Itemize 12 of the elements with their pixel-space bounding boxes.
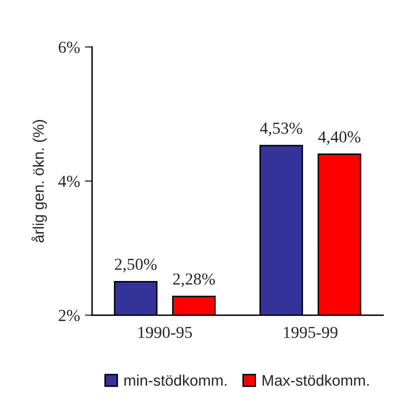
y-axis-title: årlig gen. ökn. (%) (31, 120, 47, 242)
y-tick-label: 6% (58, 42, 80, 53)
y-tick-label: 2% (58, 310, 80, 322)
legend-label: min-stödkomm. (124, 374, 226, 386)
legend-label: Max-stödkomm. (262, 374, 369, 386)
y-tick-label: 4% (58, 176, 80, 188)
data-label: 4,40% (318, 131, 360, 145)
x-tick-label: 1995-99 (284, 326, 338, 338)
data-label: 4,53% (260, 122, 302, 136)
data-label: 2,28% (173, 273, 215, 288)
x-tick-label: 1990-95 (138, 326, 192, 338)
data-label: 2,50% (114, 258, 157, 272)
